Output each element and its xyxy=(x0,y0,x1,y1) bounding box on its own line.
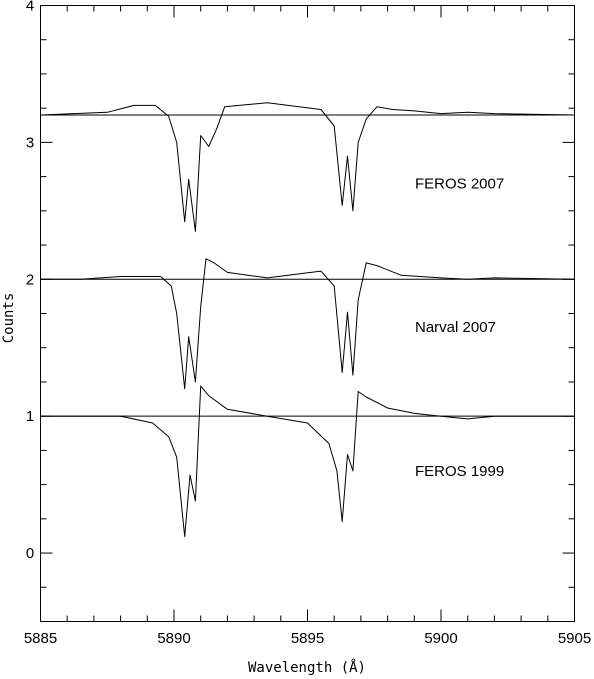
x-tick-labels: 5885 5890 5895 5900 5905 xyxy=(24,630,591,647)
y-tick-label: 0 xyxy=(26,545,34,562)
y-tick-label: 3 xyxy=(26,134,34,151)
spectrum-line xyxy=(40,102,575,232)
spectrum-line xyxy=(40,258,575,390)
spectrum-label: Narval 2007 xyxy=(415,319,496,336)
spectrum-line xyxy=(40,385,575,538)
x-tick-label: 5895 xyxy=(291,630,324,647)
spectrum-labels: FEROS 2007 Narval 2007 FEROS 1999 xyxy=(415,175,504,479)
spectra-series xyxy=(40,102,575,538)
spectrum-label: FEROS 1999 xyxy=(415,463,504,480)
plot-frame xyxy=(40,5,575,622)
y-tick-label: 2 xyxy=(26,271,34,288)
x-tick-label: 5905 xyxy=(558,630,591,647)
y-tick-label: 4 xyxy=(26,0,34,15)
continuum-lines xyxy=(40,114,575,417)
y-axis-label: Counts xyxy=(1,293,17,344)
x-tick-label: 5900 xyxy=(424,630,457,647)
x-tick-label: 5885 xyxy=(24,630,57,647)
x-axis-label: Wavelength (Å) xyxy=(248,659,366,676)
axis-ticks xyxy=(40,5,575,622)
x-tick-label: 5890 xyxy=(157,630,190,647)
y-tick-labels: 0 1 2 3 4 xyxy=(26,0,34,562)
y-tick-label: 1 xyxy=(26,408,34,425)
spectrum-label: FEROS 2007 xyxy=(415,175,504,192)
